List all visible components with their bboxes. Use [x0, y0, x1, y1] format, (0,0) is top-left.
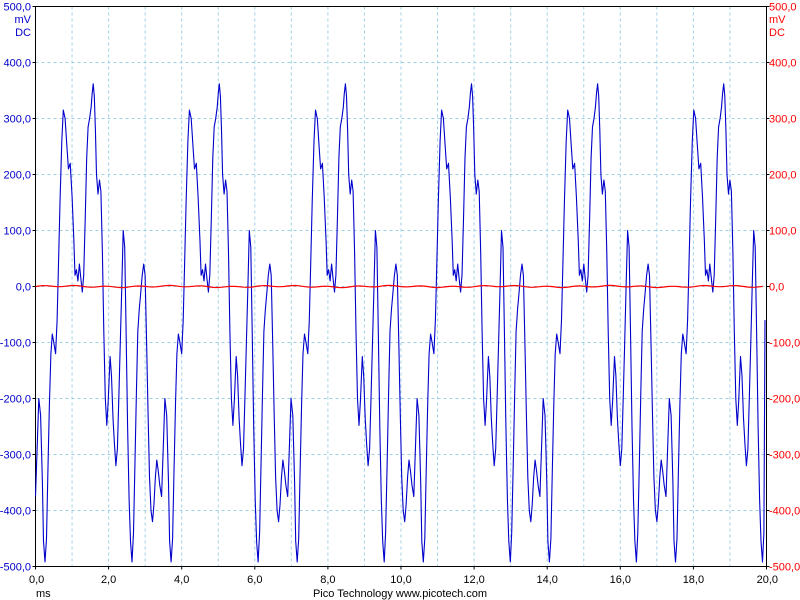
left-tick-label: 400,0	[3, 58, 31, 70]
left-axis-unit: mV	[15, 14, 32, 26]
right-tick-label: 0,0	[769, 282, 784, 294]
x-tick-label: 4,0	[174, 574, 189, 586]
x-tick-label: 2,0	[101, 574, 116, 586]
x-tick-label: 8,0	[320, 574, 335, 586]
right-tick-label: -200,0	[769, 394, 800, 406]
left-tick-label: 100,0	[3, 226, 31, 238]
x-tick-label: 16,0	[610, 574, 631, 586]
left-tick-label: 300,0	[3, 114, 31, 126]
channel-a-trace	[34, 83, 766, 563]
right-axis-ticks: 500,0 400,0 300,0 200,0 100,0 0,0 -100,0 -200,0…	[766, 2, 800, 574]
right-tick-label: 100,0	[769, 226, 797, 238]
footer-text: Pico Technology www.picotech.com	[313, 588, 487, 600]
x-tick-label: 12,0	[463, 574, 484, 586]
right-tick-label: 300,0	[769, 114, 797, 126]
left-tick-label: -400,0	[0, 506, 31, 518]
x-tick-label: 10,0	[390, 574, 411, 586]
left-axis-coupling: DC	[15, 27, 31, 39]
left-tick-label: 200,0	[3, 170, 31, 182]
right-tick-label: 500,0	[769, 2, 797, 14]
right-tick-label: -300,0	[769, 450, 800, 462]
right-tick-label: -400,0	[769, 506, 800, 518]
left-tick-label: -200,0	[0, 394, 31, 406]
x-axis-label: ms	[36, 588, 51, 600]
right-tick-label: 400,0	[769, 58, 797, 70]
left-tick-label: 0,0	[16, 282, 31, 294]
x-tick-label: 6,0	[247, 574, 262, 586]
x-tick-label: 0,0	[29, 574, 44, 586]
x-axis-ticks: 0,0 2,0 4,0 6,0 8,0 10,0 12,0 14,0 16,0 18,0 20,0	[29, 566, 778, 586]
left-tick-label: -100,0	[0, 338, 31, 350]
right-axis-unit: mV	[769, 14, 786, 26]
left-axis-ticks: 500,0 400,0 300,0 200,0 100,0 0,0 -100,0 -200,0…	[0, 2, 36, 574]
right-tick-label: -500,0	[769, 562, 800, 574]
x-tick-label: 18,0	[683, 574, 704, 586]
left-tick-label: -300,0	[0, 450, 31, 462]
right-axis-coupling: DC	[769, 27, 785, 39]
right-tick-label: 200,0	[769, 170, 797, 182]
x-tick-label: 20,0	[757, 574, 778, 586]
left-tick-label: -500,0	[0, 562, 31, 574]
x-tick-label: 14,0	[536, 574, 557, 586]
channel-b-trace	[35, 284, 763, 289]
right-tick-label: -100,0	[769, 338, 800, 350]
left-tick-label: 500,0	[3, 2, 31, 14]
series-group	[34, 83, 766, 563]
